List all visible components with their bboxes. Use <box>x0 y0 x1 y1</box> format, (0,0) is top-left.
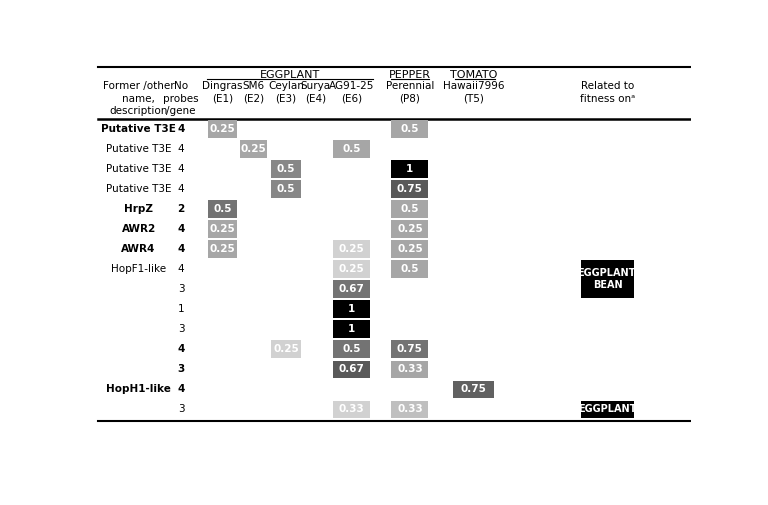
Bar <box>333 321 370 338</box>
Text: 4: 4 <box>178 184 184 194</box>
Bar <box>581 400 634 418</box>
Bar <box>391 120 429 138</box>
Bar <box>333 300 370 318</box>
Text: 0.75: 0.75 <box>397 344 423 355</box>
Bar <box>333 361 370 378</box>
Text: 0.25: 0.25 <box>210 124 235 134</box>
Text: 0.5: 0.5 <box>276 184 295 194</box>
Bar <box>333 140 370 158</box>
Bar <box>333 261 370 278</box>
Text: 0.5: 0.5 <box>276 164 295 174</box>
Text: SM6
(E2): SM6 (E2) <box>242 81 264 104</box>
Text: 0.25: 0.25 <box>240 144 266 154</box>
Bar <box>391 361 429 378</box>
Text: 1: 1 <box>348 305 356 314</box>
Text: 1: 1 <box>406 164 413 174</box>
Text: HopH1-like: HopH1-like <box>106 384 171 394</box>
Text: 4: 4 <box>177 244 185 254</box>
Text: 4: 4 <box>177 124 185 134</box>
Text: 0.25: 0.25 <box>273 344 299 355</box>
Bar <box>333 240 370 258</box>
Text: AWR4: AWR4 <box>121 244 156 254</box>
Text: HopF1-like: HopF1-like <box>111 264 166 274</box>
Text: 3: 3 <box>177 365 185 374</box>
Bar <box>391 200 429 218</box>
Bar <box>271 340 300 358</box>
Bar <box>391 340 429 358</box>
Text: 0.33: 0.33 <box>397 365 422 374</box>
Bar <box>391 240 429 258</box>
Text: 0.5: 0.5 <box>401 204 419 214</box>
Bar <box>207 200 237 218</box>
Bar <box>333 280 370 298</box>
Text: Putative T3E: Putative T3E <box>101 124 176 134</box>
Text: HrpZ: HrpZ <box>124 204 153 214</box>
Text: 4: 4 <box>177 224 185 234</box>
Text: PEPPER: PEPPER <box>389 70 431 80</box>
Text: 4: 4 <box>177 344 185 355</box>
Text: 0.25: 0.25 <box>339 244 365 254</box>
Bar <box>391 261 429 278</box>
Text: 1: 1 <box>178 305 184 314</box>
Bar <box>271 160 300 178</box>
Bar <box>207 220 237 238</box>
Bar <box>207 120 237 138</box>
Text: 0.67: 0.67 <box>339 365 365 374</box>
Text: Putative T3E: Putative T3E <box>106 144 171 154</box>
Text: 0.5: 0.5 <box>343 344 361 355</box>
Text: 0.5: 0.5 <box>401 264 419 274</box>
Text: 0.5: 0.5 <box>343 144 361 154</box>
Text: 4: 4 <box>178 264 184 274</box>
Bar <box>391 180 429 198</box>
Bar <box>207 240 237 258</box>
Text: 0.25: 0.25 <box>397 244 422 254</box>
Text: EGGPLANT,
BEAN: EGGPLANT, BEAN <box>577 268 638 290</box>
Bar <box>391 400 429 418</box>
Text: 3: 3 <box>178 405 184 415</box>
Text: Dingras
(E1): Dingras (E1) <box>202 81 243 104</box>
Text: EGGPLANT: EGGPLANT <box>260 70 320 80</box>
Text: 3: 3 <box>178 284 184 294</box>
Text: 0.75: 0.75 <box>461 384 486 394</box>
Text: AG91-25
(E6): AG91-25 (E6) <box>329 81 375 104</box>
Text: Hawaii7996
(T5): Hawaii7996 (T5) <box>442 81 504 104</box>
Bar <box>453 381 494 398</box>
Text: 3: 3 <box>178 324 184 334</box>
Text: 0.33: 0.33 <box>397 405 422 415</box>
Text: 0.67: 0.67 <box>339 284 365 294</box>
Text: 0.25: 0.25 <box>210 244 235 254</box>
Text: Ceylan
(E3): Ceylan (E3) <box>268 81 304 104</box>
Bar <box>333 400 370 418</box>
Text: 0.75: 0.75 <box>397 184 423 194</box>
Bar <box>391 160 429 178</box>
Bar <box>333 340 370 358</box>
Text: 0.25: 0.25 <box>210 224 235 234</box>
Text: EGGPLANT: EGGPLANT <box>578 405 637 415</box>
Text: AWR2: AWR2 <box>121 224 156 234</box>
Text: 0.5: 0.5 <box>401 124 419 134</box>
Text: 4: 4 <box>178 164 184 174</box>
Bar <box>391 220 429 238</box>
Text: 4: 4 <box>178 144 184 154</box>
Text: 0.25: 0.25 <box>339 264 365 274</box>
Bar <box>271 180 300 198</box>
Text: 0.25: 0.25 <box>397 224 422 234</box>
Text: 0.33: 0.33 <box>339 405 365 415</box>
Text: Perennial
(P8): Perennial (P8) <box>386 81 434 104</box>
Text: Surya
(E4): Surya (E4) <box>300 81 330 104</box>
Text: 2: 2 <box>177 204 185 214</box>
Text: 1: 1 <box>348 324 356 334</box>
Text: Related to
fitness onᵃ: Related to fitness onᵃ <box>580 81 635 104</box>
Text: TOMATO: TOMATO <box>450 70 497 80</box>
Text: Former /other
name,
description: Former /other name, description <box>103 81 174 116</box>
Text: 4: 4 <box>177 384 185 394</box>
Text: No
probes
/gene: No probes /gene <box>164 81 199 116</box>
Bar <box>240 140 266 158</box>
Bar <box>581 261 634 298</box>
Text: 0.5: 0.5 <box>213 204 232 214</box>
Text: Putative T3E: Putative T3E <box>106 164 171 174</box>
Text: Putative T3E: Putative T3E <box>106 184 171 194</box>
